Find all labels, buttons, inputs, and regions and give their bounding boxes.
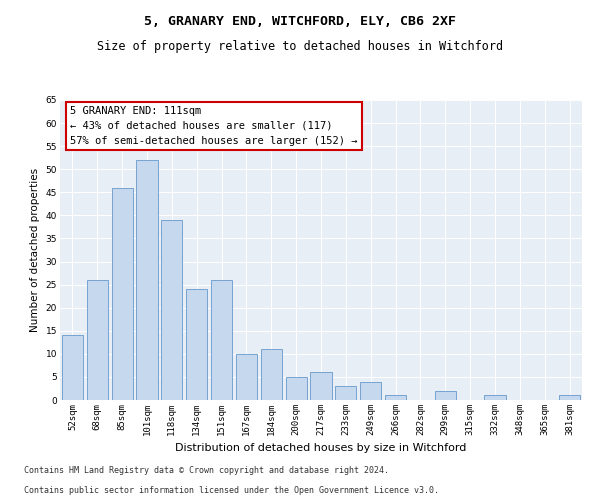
Text: Contains HM Land Registry data © Crown copyright and database right 2024.: Contains HM Land Registry data © Crown c… [24, 466, 389, 475]
Text: Contains public sector information licensed under the Open Government Licence v3: Contains public sector information licen… [24, 486, 439, 495]
Bar [360, 382, 381, 400]
Text: 5 GRANARY END: 111sqm
← 43% of detached houses are smaller (117)
57% of semi-det: 5 GRANARY END: 111sqm ← 43% of detached … [70, 106, 358, 146]
Text: Size of property relative to detached houses in Witchford: Size of property relative to detached ho… [97, 40, 503, 53]
Bar [385, 396, 406, 400]
Bar [236, 354, 257, 400]
Bar [435, 391, 456, 400]
Bar [161, 220, 182, 400]
Bar [286, 377, 307, 400]
Bar [87, 280, 108, 400]
Bar [136, 160, 158, 400]
Bar [211, 280, 232, 400]
Bar [559, 396, 580, 400]
Bar [62, 336, 83, 400]
Bar [335, 386, 356, 400]
Text: 5, GRANARY END, WITCHFORD, ELY, CB6 2XF: 5, GRANARY END, WITCHFORD, ELY, CB6 2XF [144, 15, 456, 28]
Bar [186, 289, 207, 400]
Bar [112, 188, 133, 400]
Bar [261, 349, 282, 400]
Bar [484, 396, 506, 400]
Bar [310, 372, 332, 400]
Y-axis label: Number of detached properties: Number of detached properties [30, 168, 40, 332]
X-axis label: Distribution of detached houses by size in Witchford: Distribution of detached houses by size … [175, 444, 467, 454]
